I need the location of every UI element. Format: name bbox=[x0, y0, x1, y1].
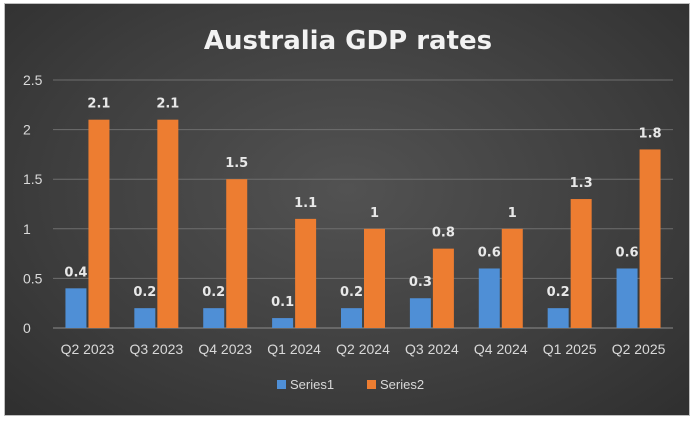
y-tick-label: 0.5 bbox=[23, 270, 43, 286]
y-tick-label: 2 bbox=[23, 122, 31, 138]
x-tick-label: Q2 2025 bbox=[612, 341, 666, 357]
bar-series1-1 bbox=[134, 308, 156, 328]
data-label: 0.2 bbox=[133, 285, 156, 300]
data-label: 2.1 bbox=[87, 97, 110, 112]
bar-series1-8 bbox=[616, 268, 638, 328]
data-label: 1 bbox=[370, 206, 379, 221]
x-tick-label: Q4 2024 bbox=[474, 341, 528, 357]
bar-series2-1 bbox=[157, 119, 179, 329]
y-tick-label: 1 bbox=[23, 221, 31, 237]
bar-series2-4 bbox=[364, 228, 385, 328]
bar-series1-3 bbox=[272, 318, 294, 328]
bar-series2-3 bbox=[295, 218, 317, 328]
data-label: 0.8 bbox=[432, 226, 455, 241]
bar-series1-2 bbox=[203, 308, 225, 328]
bars bbox=[65, 119, 661, 329]
bar-series2-0 bbox=[88, 119, 110, 329]
bar-series1-6 bbox=[478, 268, 500, 328]
data-label: 0.2 bbox=[340, 285, 363, 300]
y-tick-label: 1.5 bbox=[23, 171, 43, 187]
chart-svg: Australia GDP rates 00.511.522.5 0.42.10… bbox=[23, 26, 673, 392]
data-label: 2.1 bbox=[156, 97, 179, 112]
data-label: 1.5 bbox=[225, 156, 248, 171]
legend: Series1 Series2 bbox=[277, 377, 424, 392]
bar-series2-5 bbox=[432, 248, 454, 328]
bar-series2-7 bbox=[570, 199, 592, 328]
data-label: 0.2 bbox=[547, 285, 570, 300]
data-label: 0.6 bbox=[478, 245, 501, 260]
data-label: 1.3 bbox=[570, 176, 593, 191]
data-label: 1 bbox=[508, 206, 517, 221]
data-labels: 0.4 2.1 0.2 2.1 0.2 1.5 0.1 1.1 0.2 1 0.3 0.8 0.6 1 0.… bbox=[64, 97, 661, 310]
chart-title: Australia GDP rates bbox=[204, 26, 492, 56]
bar-series2-2 bbox=[226, 179, 248, 328]
x-tick-label: Q2 2024 bbox=[336, 341, 390, 357]
x-tick-label: Q3 2023 bbox=[129, 341, 183, 357]
data-label: 1.8 bbox=[639, 126, 662, 141]
data-label: 0.3 bbox=[409, 275, 432, 290]
x-tick-label: Q1 2025 bbox=[543, 341, 597, 357]
x-tick-label: Q1 2024 bbox=[267, 341, 321, 357]
legend-swatch-series2 bbox=[367, 380, 376, 389]
legend-label-series2: Series2 bbox=[380, 377, 424, 392]
data-label: 0.4 bbox=[64, 265, 87, 280]
x-tick-label: Q2 2023 bbox=[61, 341, 115, 357]
data-label: 1.1 bbox=[294, 196, 317, 211]
data-label: 0.2 bbox=[202, 285, 225, 300]
legend-swatch-series1 bbox=[277, 380, 286, 389]
x-tick-label: Q3 2024 bbox=[405, 341, 459, 357]
y-axis-ticks: 0 0.5 1 1.5 2 2.5 bbox=[23, 72, 43, 336]
chart-area: Australia GDP rates 0 0.5 1 1.5 2 2.5 0.4 2.1 0… bbox=[4, 3, 690, 416]
legend-label-series1: Series1 bbox=[290, 377, 334, 392]
bar-series1-5 bbox=[409, 298, 431, 328]
x-axis-labels: Q2 2023 Q3 2023 Q4 2023 Q1 2024 Q2 2024 Q3 20… bbox=[61, 341, 666, 357]
bar-series2-6 bbox=[501, 228, 523, 328]
y-tick-label: 2.5 bbox=[23, 72, 43, 88]
data-label: 0.1 bbox=[271, 295, 294, 310]
bar-series1-4 bbox=[341, 308, 362, 328]
gridlines bbox=[53, 79, 673, 329]
bar-series1-0 bbox=[65, 288, 87, 328]
bar-series1-7 bbox=[547, 308, 569, 328]
x-tick-label: Q4 2023 bbox=[198, 341, 252, 357]
data-label: 0.6 bbox=[616, 245, 639, 260]
y-tick-label: 0 bbox=[23, 320, 31, 336]
bar-series2-8 bbox=[639, 149, 661, 328]
